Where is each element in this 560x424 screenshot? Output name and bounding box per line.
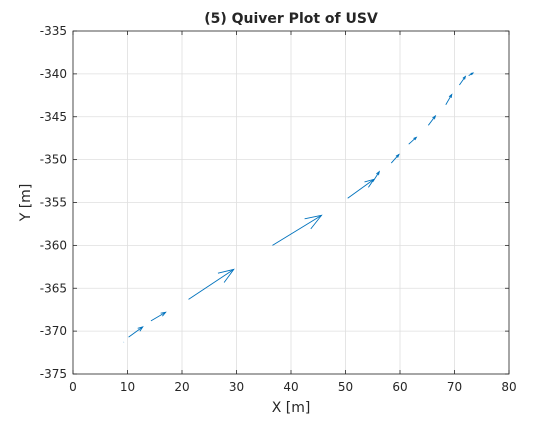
x-tick-label: 70 — [447, 380, 462, 394]
y-tick-label: -355 — [40, 196, 67, 210]
y-tick-label: -340 — [40, 67, 67, 81]
y-tick-label: -335 — [40, 24, 67, 38]
y-tick-labels: -375 -370 -365 -360 -355 -350 -345 -340 -335 — [40, 24, 67, 381]
y-tick-label: -360 — [40, 238, 67, 252]
x-tick-label: 40 — [283, 380, 298, 394]
y-tick-label: -350 — [40, 153, 67, 167]
x-tick-label: 60 — [392, 380, 407, 394]
x-tick-label: 30 — [229, 380, 244, 394]
x-axis-label: X [m] — [272, 400, 311, 416]
x-tick-label: 20 — [174, 380, 189, 394]
y-tick-label: -345 — [40, 110, 67, 124]
y-tick-label: -370 — [40, 324, 67, 338]
y-axis-label: Y [m] — [18, 184, 34, 223]
chart-title: (5) Quiver Plot of USV — [204, 11, 378, 27]
x-tick-label: 50 — [338, 380, 353, 394]
x-tick-label: 10 — [120, 380, 135, 394]
x-tick-label: 0 — [69, 380, 77, 394]
x-tick-label: 80 — [501, 380, 516, 394]
y-tick-label: -365 — [40, 281, 67, 295]
y-tick-label: -375 — [40, 367, 67, 381]
